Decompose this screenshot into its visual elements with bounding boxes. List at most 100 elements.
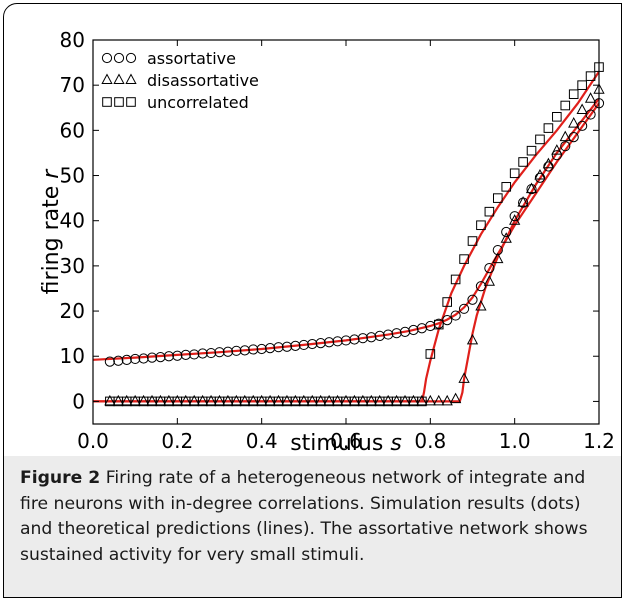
uncorrelated-point — [484, 206, 495, 217]
assortative-point — [467, 294, 478, 305]
legend-uncorrelated-marker — [126, 97, 136, 107]
figure-frame — [3, 3, 622, 598]
disassortative-point — [104, 394, 116, 406]
assortative-point — [163, 351, 174, 362]
disassortative-point — [272, 394, 285, 406]
uncorrelated-point — [450, 274, 461, 285]
assortative-point — [501, 226, 512, 238]
assortative-point — [349, 334, 360, 345]
caption-text: Firing rate of a heterogeneous network o… — [20, 468, 588, 565]
assortative-point — [138, 353, 149, 364]
assortative-point — [197, 348, 208, 359]
disassortative-point — [315, 394, 327, 406]
assortative-point — [560, 141, 571, 152]
y-tick-label: 30 — [60, 254, 85, 278]
disassortative-point — [180, 394, 192, 406]
legend-assortative-marker — [101, 52, 113, 64]
assortative-point — [383, 329, 394, 340]
assortative-point — [281, 341, 293, 352]
disassortative-point — [121, 394, 133, 406]
disassortative-point — [492, 252, 504, 264]
assortative-point — [450, 310, 461, 321]
uncorrelated-point — [417, 396, 427, 407]
assortative-point — [214, 347, 225, 358]
assortative-point — [146, 352, 158, 363]
disassortative-point — [483, 275, 495, 286]
assortative-point — [391, 328, 402, 339]
disassortative-point — [357, 394, 369, 406]
x-tick-label: 1.2 — [583, 429, 615, 453]
disassortative-point — [509, 214, 521, 225]
disassortative-point — [281, 394, 293, 406]
assortative-point — [155, 352, 166, 363]
disassortative-point — [450, 392, 462, 404]
disassortative-point — [500, 232, 512, 243]
assortative-point — [509, 211, 520, 222]
disassortative-point — [542, 157, 555, 169]
disassortative-point — [230, 394, 243, 406]
disassortative-point — [416, 394, 428, 406]
disassortative-point — [374, 394, 386, 406]
caption-background — [4, 456, 621, 597]
disassortative-point — [407, 394, 420, 406]
uncorrelated-point — [518, 157, 528, 167]
assortative-point — [298, 339, 309, 351]
uncorrelated-point — [501, 182, 512, 192]
assortative-point — [248, 344, 259, 355]
assortative-point — [399, 326, 411, 337]
chart: 0.0 0.2 0.4 0.6 0.8 1.0 1.2 0 10 20 30 40 50 60 70 80 a… — [39, 28, 615, 456]
assortative-point — [239, 345, 250, 356]
disassortative-point — [298, 394, 310, 406]
legend-assortative-marker — [125, 52, 137, 64]
uncorrelated-point — [459, 254, 469, 264]
assortative-point — [222, 346, 234, 357]
assortative-point — [189, 349, 200, 360]
uncorrelated-point — [560, 100, 571, 111]
disassortative-point — [171, 394, 183, 406]
uncorrelated-point — [552, 112, 562, 122]
assortative-point — [113, 355, 124, 366]
disassortative-point — [289, 394, 302, 406]
assortative-point — [340, 335, 352, 346]
legend-disassortative-marker — [113, 73, 125, 84]
disassortative-point — [112, 394, 124, 406]
disassortative-point — [222, 394, 234, 406]
disassortative-point — [129, 394, 141, 406]
disassortative-point — [137, 394, 150, 406]
legend-label-assortative: assortative — [147, 49, 236, 68]
assortative-point — [408, 324, 419, 336]
assortative-point — [307, 338, 318, 350]
assortative-point — [357, 333, 368, 344]
assortative-point — [121, 354, 132, 365]
disassortative-point — [382, 394, 394, 406]
y-tick-label: 80 — [60, 28, 85, 52]
assortative-point — [172, 350, 183, 361]
assortative-point — [315, 338, 326, 349]
disassortative-point — [441, 394, 453, 406]
assortative-point — [205, 347, 217, 359]
disassortative-point — [475, 299, 487, 311]
assortative-point — [366, 332, 377, 343]
disassortative-point — [390, 394, 403, 406]
y-tick-label: 60 — [60, 118, 85, 142]
legend-label-disassortative: disassortative — [147, 71, 259, 90]
y-tick-label: 40 — [60, 209, 85, 233]
uncorrelated-point — [509, 168, 520, 179]
disassortative-point — [163, 394, 175, 406]
disassortative-point — [399, 394, 411, 406]
x-tick-label: 0.2 — [161, 429, 193, 453]
assortative-point — [568, 132, 579, 143]
disassortative-point — [239, 394, 251, 406]
uncorrelated-point — [476, 220, 486, 231]
assortative-point — [551, 150, 562, 161]
assortative-point — [332, 336, 343, 347]
figure-caption: Figure 2 Firing rate of a heterogeneous … — [20, 466, 612, 568]
x-tick-label: 0.6 — [330, 429, 362, 453]
disassortative-point — [188, 394, 200, 406]
x-tick-label: 0.4 — [246, 429, 278, 453]
uncorrelated-point — [467, 236, 478, 246]
assortative-point — [130, 353, 141, 365]
disassortative-point — [205, 394, 217, 406]
assortative-point — [492, 244, 503, 256]
y-tick-label: 10 — [60, 344, 85, 368]
